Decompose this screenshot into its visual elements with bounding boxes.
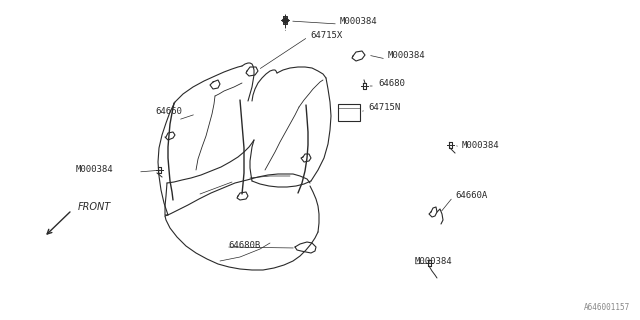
- Text: A646001157: A646001157: [584, 303, 630, 312]
- Text: M000384: M000384: [462, 140, 500, 149]
- Text: 64715X: 64715X: [310, 30, 342, 39]
- Text: M000384: M000384: [388, 52, 426, 60]
- Text: M000384: M000384: [340, 18, 378, 27]
- Text: 64680B: 64680B: [228, 241, 260, 250]
- Bar: [338, 104, 360, 121]
- Text: 64715N: 64715N: [368, 103, 400, 113]
- Text: 64680: 64680: [378, 79, 405, 89]
- Text: M000384: M000384: [415, 258, 452, 267]
- Text: FRONT: FRONT: [78, 202, 111, 212]
- Text: M000384: M000384: [76, 165, 114, 174]
- Text: 64660: 64660: [155, 108, 182, 116]
- Text: 64660A: 64660A: [455, 190, 487, 199]
